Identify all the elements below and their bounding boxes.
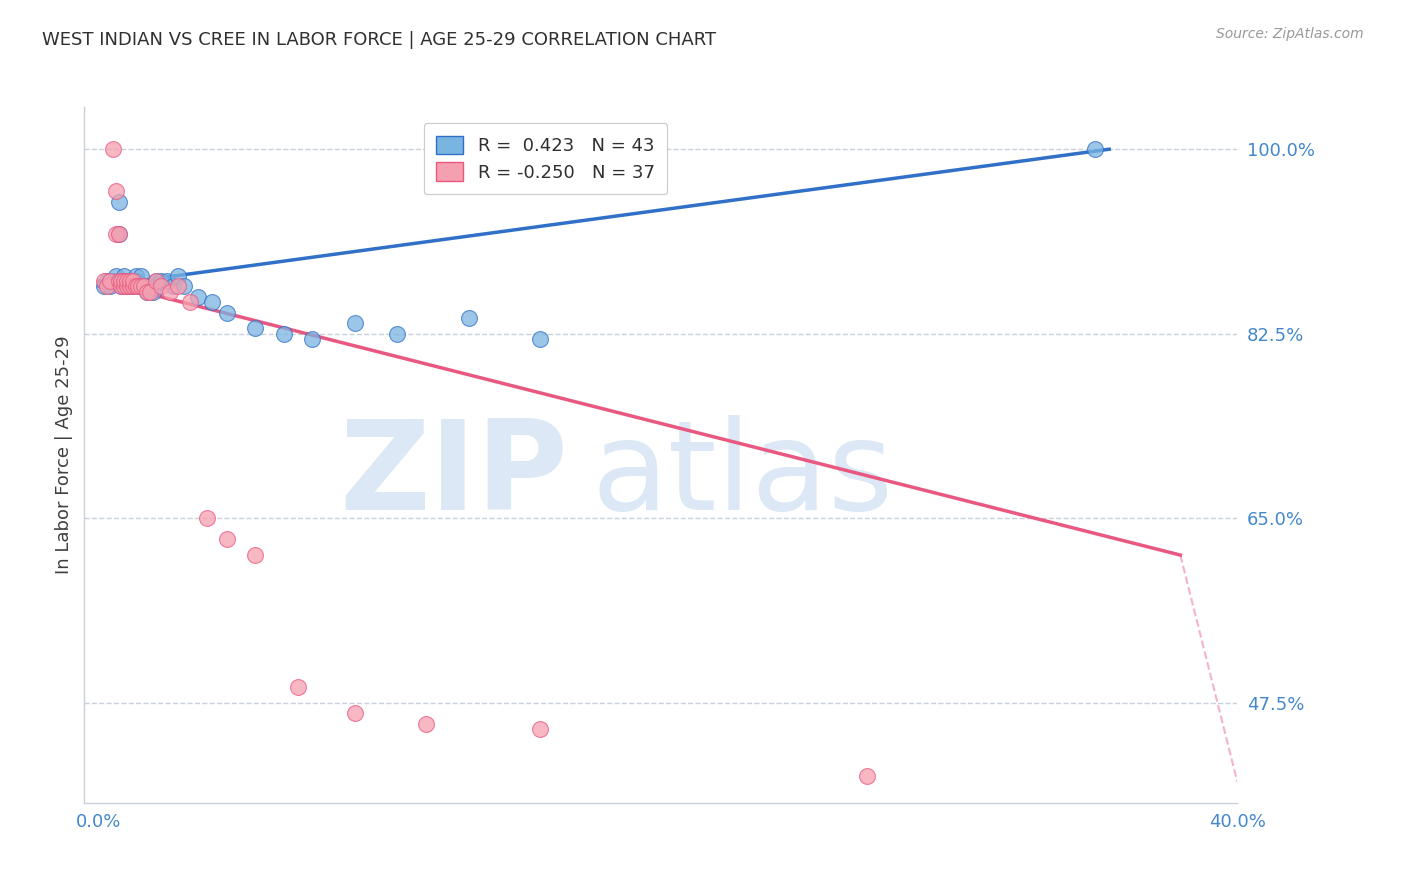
Point — [118, 274, 141, 288]
Point — [104, 268, 127, 283]
Point — [110, 279, 132, 293]
Point — [110, 274, 132, 288]
Point — [387, 326, 409, 341]
Point — [121, 274, 143, 288]
Point — [98, 279, 121, 293]
Point — [93, 274, 115, 288]
Point — [107, 227, 129, 241]
Point — [150, 274, 173, 288]
Point — [134, 279, 156, 293]
Point — [159, 285, 181, 299]
Point — [104, 185, 127, 199]
Point — [134, 279, 156, 293]
Point — [112, 268, 135, 283]
Text: WEST INDIAN VS CREE IN LABOR FORCE | AGE 25-29 CORRELATION CHART: WEST INDIAN VS CREE IN LABOR FORCE | AGE… — [42, 31, 716, 49]
Point — [856, 769, 879, 783]
Point — [121, 274, 143, 288]
Point — [129, 268, 152, 283]
Point — [150, 279, 173, 293]
Point — [287, 680, 309, 694]
Point — [167, 279, 190, 293]
Point — [156, 274, 179, 288]
Point — [343, 316, 366, 330]
Point — [124, 279, 146, 293]
Point — [110, 274, 132, 288]
Y-axis label: In Labor Force | Age 25-29: In Labor Force | Age 25-29 — [55, 335, 73, 574]
Point — [101, 142, 124, 156]
Point — [195, 511, 218, 525]
Point — [529, 722, 551, 736]
Point — [115, 274, 138, 288]
Point — [243, 321, 266, 335]
Point — [124, 274, 146, 288]
Point — [215, 533, 238, 547]
Text: atlas: atlas — [592, 416, 894, 536]
Text: ZIP: ZIP — [340, 416, 568, 536]
Point — [112, 274, 135, 288]
Point — [201, 295, 224, 310]
Point — [112, 274, 135, 288]
Point — [101, 274, 124, 288]
Point — [127, 279, 149, 293]
Point — [129, 279, 152, 293]
Point — [115, 279, 138, 293]
Point — [115, 274, 138, 288]
Point — [107, 194, 129, 209]
Point — [1084, 142, 1107, 156]
Point — [162, 279, 184, 293]
Point — [136, 285, 159, 299]
Point — [243, 548, 266, 562]
Point — [118, 279, 141, 293]
Point — [187, 290, 209, 304]
Point — [121, 279, 143, 293]
Point — [457, 310, 479, 325]
Point — [93, 279, 115, 293]
Point — [96, 274, 118, 288]
Point — [179, 295, 201, 310]
Point — [118, 279, 141, 293]
Point — [124, 268, 146, 283]
Point — [115, 279, 138, 293]
Legend: R =  0.423   N = 43, R = -0.250   N = 37: R = 0.423 N = 43, R = -0.250 N = 37 — [423, 123, 668, 194]
Point — [127, 279, 149, 293]
Point — [215, 305, 238, 319]
Text: Source: ZipAtlas.com: Source: ZipAtlas.com — [1216, 27, 1364, 41]
Point — [145, 274, 167, 288]
Point — [121, 279, 143, 293]
Point — [142, 285, 165, 299]
Point — [96, 279, 118, 293]
Point — [167, 268, 190, 283]
Point — [173, 279, 195, 293]
Point — [139, 279, 162, 293]
Point — [273, 326, 295, 341]
Point — [98, 274, 121, 288]
Point — [301, 332, 323, 346]
Point — [104, 227, 127, 241]
Point — [139, 285, 162, 299]
Point — [145, 274, 167, 288]
Point — [112, 279, 135, 293]
Point — [529, 332, 551, 346]
Point — [343, 706, 366, 721]
Point — [107, 274, 129, 288]
Point — [115, 274, 138, 288]
Point — [136, 285, 159, 299]
Point — [118, 274, 141, 288]
Point — [107, 227, 129, 241]
Point — [110, 279, 132, 293]
Point — [415, 716, 437, 731]
